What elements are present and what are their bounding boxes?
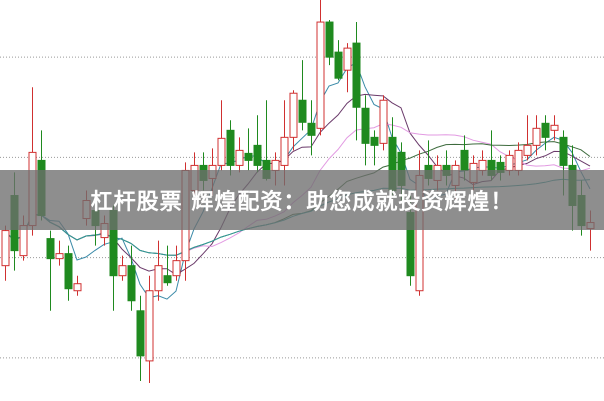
candle-body	[523, 144, 532, 156]
candle-body	[217, 137, 226, 166]
candle-body	[154, 265, 163, 292]
overlay-banner: 杠杆股票 辉煌配资：助您成就投资辉煌！	[0, 170, 604, 230]
candle-body	[271, 159, 280, 171]
candle-body	[325, 21, 334, 58]
candle-body	[163, 275, 172, 284]
candle-body	[127, 265, 136, 302]
candle-body	[253, 144, 262, 166]
candle-body	[55, 253, 64, 260]
candle-body	[478, 159, 487, 171]
banner-text: 杠杆股票 辉煌配资：助您成就投资辉煌！	[90, 190, 514, 215]
candle-body	[298, 99, 307, 123]
candle-body	[244, 152, 253, 161]
candle-body	[361, 107, 370, 144]
candle-body	[343, 47, 352, 71]
candle-body	[352, 42, 361, 108]
candle-body	[316, 21, 325, 129]
candle-body	[73, 283, 82, 292]
candle-body	[379, 99, 388, 144]
candle-body	[172, 260, 181, 277]
candle-body	[559, 136, 568, 166]
candle-body	[145, 290, 154, 362]
candle-body	[307, 122, 316, 136]
candle-body	[505, 154, 514, 171]
candle-body	[118, 265, 127, 277]
candle-body	[64, 253, 73, 290]
candle-body	[46, 238, 55, 260]
candle-body	[280, 136, 289, 166]
candle-body	[136, 310, 145, 357]
candle-body	[460, 149, 469, 171]
candle-body	[532, 127, 541, 146]
candle-body	[1, 230, 10, 267]
candle-body	[370, 136, 379, 146]
candle-body	[235, 149, 244, 166]
candle-body	[541, 122, 550, 138]
candle-body	[514, 149, 523, 171]
candle-body	[550, 124, 559, 131]
candle-body	[226, 129, 235, 166]
candle-body	[334, 51, 343, 79]
candle-body	[289, 92, 298, 138]
candle-body	[19, 225, 28, 257]
